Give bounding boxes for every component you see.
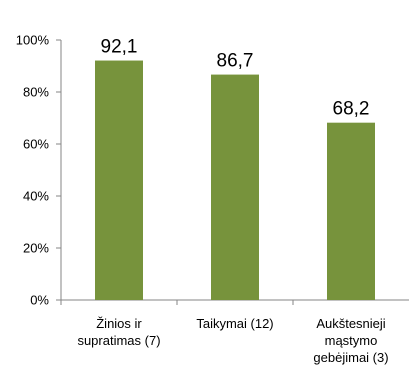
y-tick-label: 20% [23,241,49,256]
y-tick-label: 40% [23,189,49,204]
x-axis [60,299,409,305]
data-label: 68,2 [333,99,370,120]
y-tick-label: 100% [16,33,50,48]
bar [211,74,259,300]
category-labels: Žinios ir supratimas (7) Taikymai (12) Aukš… [77,316,388,365]
bar [95,60,143,300]
category-label: Aukštesnieji mąstymo gebėjimai (3) [313,316,388,365]
data-labels: 92,1 86,7 68,2 [101,37,370,120]
data-label: 92,1 [101,37,138,58]
y-tick-label: 0% [30,293,49,308]
y-tick-label: 60% [23,137,49,152]
data-label: 86,7 [217,51,254,72]
category-label: Žinios ir supratimas (7) [77,316,160,348]
bars [95,60,375,301]
category-label: Taikymai (12) [196,316,273,331]
bar [327,122,375,301]
y-axis: 0% 20% 40% 60% 80% 100% [16,33,62,308]
y-tick-label: 80% [23,85,49,100]
